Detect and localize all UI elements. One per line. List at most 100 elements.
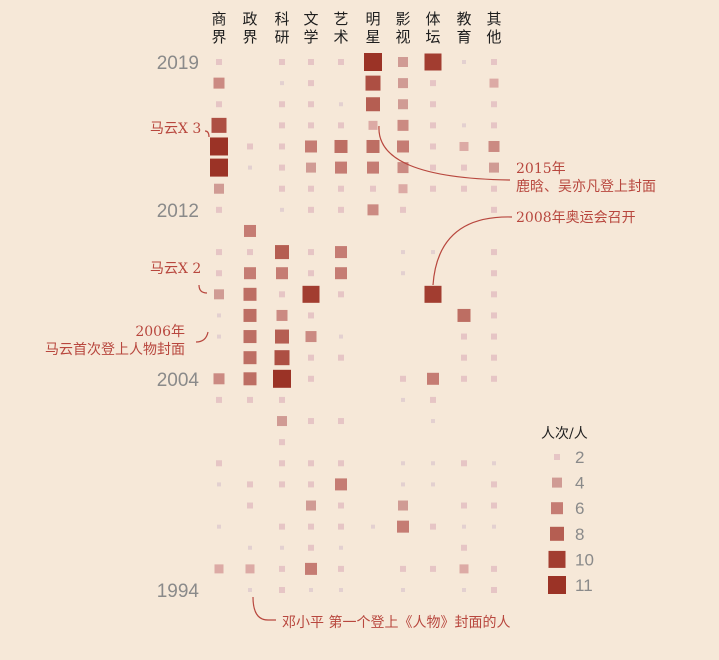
- cell-2008-9: [491, 291, 497, 298]
- leader-mayun-2006: [195, 331, 209, 343]
- cell-2006-3: [305, 331, 317, 343]
- cell-1999-7: [431, 482, 435, 487]
- cell-2015-3: [305, 140, 317, 153]
- cell-1994-4: [339, 588, 343, 592]
- cell-2014-7: [430, 164, 436, 171]
- cell-1996-4: [339, 545, 343, 550]
- annotation-mayun-2006: 2006年马云首次登上人物封面: [45, 324, 185, 358]
- year-label-2004: 2004: [157, 370, 200, 391]
- category-label-1: 政界: [242, 10, 257, 46]
- cell-2018-2: [280, 81, 284, 86]
- cell-2003-7: [430, 396, 436, 403]
- cell-2003-0: [216, 396, 222, 403]
- cell-2015-1: [247, 143, 253, 150]
- cell-2003-1: [247, 396, 253, 403]
- annotation-2015-stars: 2015年鹿晗、吴亦凡登上封面: [516, 161, 656, 195]
- cell-1996-3: [308, 544, 314, 551]
- cell-1999-4: [335, 478, 347, 491]
- cell-2016-6: [397, 119, 409, 131]
- year-label-2019: 2019: [157, 53, 199, 74]
- cell-2013-9: [491, 185, 497, 192]
- cell-2012-6: [400, 206, 406, 213]
- cell-2008-4: [338, 291, 344, 298]
- cell-2013-2: [279, 185, 285, 192]
- cell-2014-3: [306, 162, 316, 173]
- cell-1994-9: [491, 587, 497, 593]
- cell-2006-1: [243, 330, 257, 344]
- cell-2008-1: [243, 287, 257, 301]
- cell-2000-2: [279, 460, 285, 467]
- cell-1999-3: [308, 481, 314, 488]
- cell-2012-5: [367, 204, 379, 216]
- cell-2000-3: [308, 460, 314, 467]
- cell-2008-0: [214, 289, 224, 300]
- cell-2007-0: [217, 313, 221, 318]
- legend-swatch-4: [552, 477, 562, 488]
- cell-2009-2: [276, 267, 288, 280]
- cell-2019-0: [216, 59, 222, 65]
- cell-2000-9: [492, 461, 496, 466]
- cell-2015-5: [366, 139, 380, 153]
- cell-1997-6: [397, 520, 409, 533]
- cell-2016-7: [430, 122, 436, 129]
- year-label-2012: 2012: [157, 201, 199, 222]
- legend-swatch-10: [548, 550, 566, 568]
- cell-2017-7: [430, 101, 436, 108]
- cell-2014-4: [335, 161, 347, 174]
- cell-1998-4: [338, 502, 344, 509]
- cell-1995-2: [279, 565, 285, 572]
- cell-2017-3: [308, 101, 314, 108]
- cell-2008-3: [302, 285, 320, 303]
- cell-1997-7: [430, 523, 436, 530]
- cell-2016-3: [308, 122, 314, 129]
- cell-1995-3: [305, 562, 317, 575]
- legend-swatch-11: [548, 576, 566, 594]
- cell-2008-2: [279, 291, 285, 298]
- cell-1994-2: [279, 587, 285, 593]
- annotation-leaders: [195, 125, 513, 621]
- cell-2014-2: [279, 164, 285, 171]
- cell-2019-5: [364, 53, 382, 71]
- cell-2015-9: [488, 140, 500, 152]
- cell-2007-9: [491, 312, 497, 319]
- cell-2010-6: [401, 250, 405, 255]
- category-label-3: 文学: [303, 10, 318, 46]
- cell-2006-8: [461, 333, 467, 340]
- category-label-8: 教育: [456, 10, 471, 46]
- cell-2017-2: [279, 101, 285, 108]
- cell-2009-4: [335, 267, 347, 280]
- cell-2016-5: [368, 120, 378, 130]
- annotation-2008-olympics: 2008年奥运会召开: [516, 209, 636, 226]
- cell-2006-2: [275, 329, 289, 344]
- cell-2019-2: [279, 59, 285, 65]
- legend-label-4: 4: [575, 474, 584, 493]
- cell-2000-4: [338, 460, 344, 467]
- legend-label-10: 10: [575, 550, 594, 569]
- cell-2007-1: [243, 308, 257, 322]
- legend-title: 人次/人: [541, 426, 588, 442]
- cell-2006-0: [217, 334, 221, 339]
- cell-2004-2: [273, 369, 291, 388]
- cell-2018-0: [213, 77, 225, 89]
- cell-2009-1: [244, 267, 256, 280]
- cell-2014-9: [489, 162, 499, 173]
- cell-2015-2: [279, 143, 285, 150]
- cell-1998-6: [398, 500, 408, 511]
- year-axis-labels: 2019 2012 2004 1994: [157, 53, 200, 602]
- cell-2000-8: [461, 460, 467, 467]
- cell-2005-2: [274, 350, 290, 366]
- category-label-0: 商界: [211, 10, 226, 46]
- cell-2011-1: [244, 224, 256, 237]
- cell-2018-6: [398, 78, 408, 89]
- cell-2013-8: [461, 185, 467, 192]
- cell-1994-1: [248, 588, 252, 592]
- cell-2004-6: [400, 375, 406, 382]
- cell-2010-7: [431, 250, 435, 255]
- cell-2010-0: [216, 249, 222, 256]
- heatmap-cells: [210, 53, 500, 593]
- cell-2013-7: [430, 185, 436, 192]
- cell-2007-3: [308, 312, 314, 319]
- cell-2016-0: [211, 117, 227, 133]
- cell-2019-8: [462, 60, 466, 64]
- cell-2014-6: [397, 162, 409, 174]
